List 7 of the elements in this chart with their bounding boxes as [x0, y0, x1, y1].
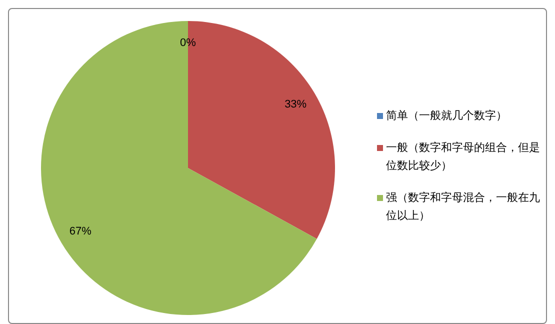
data-label: 33% — [284, 98, 307, 110]
pie-slice — [41, 21, 317, 315]
legend-label: 简单（一般就几个数字） — [386, 108, 507, 124]
text: 0% — [180, 37, 196, 49]
legend-label: 强（数字和字母混合，一般在九位以上） — [386, 190, 541, 224]
legend-label: 一般（数字和字母的组合，但是位数比较少） — [386, 140, 541, 174]
data-label: 67% — [69, 226, 92, 238]
